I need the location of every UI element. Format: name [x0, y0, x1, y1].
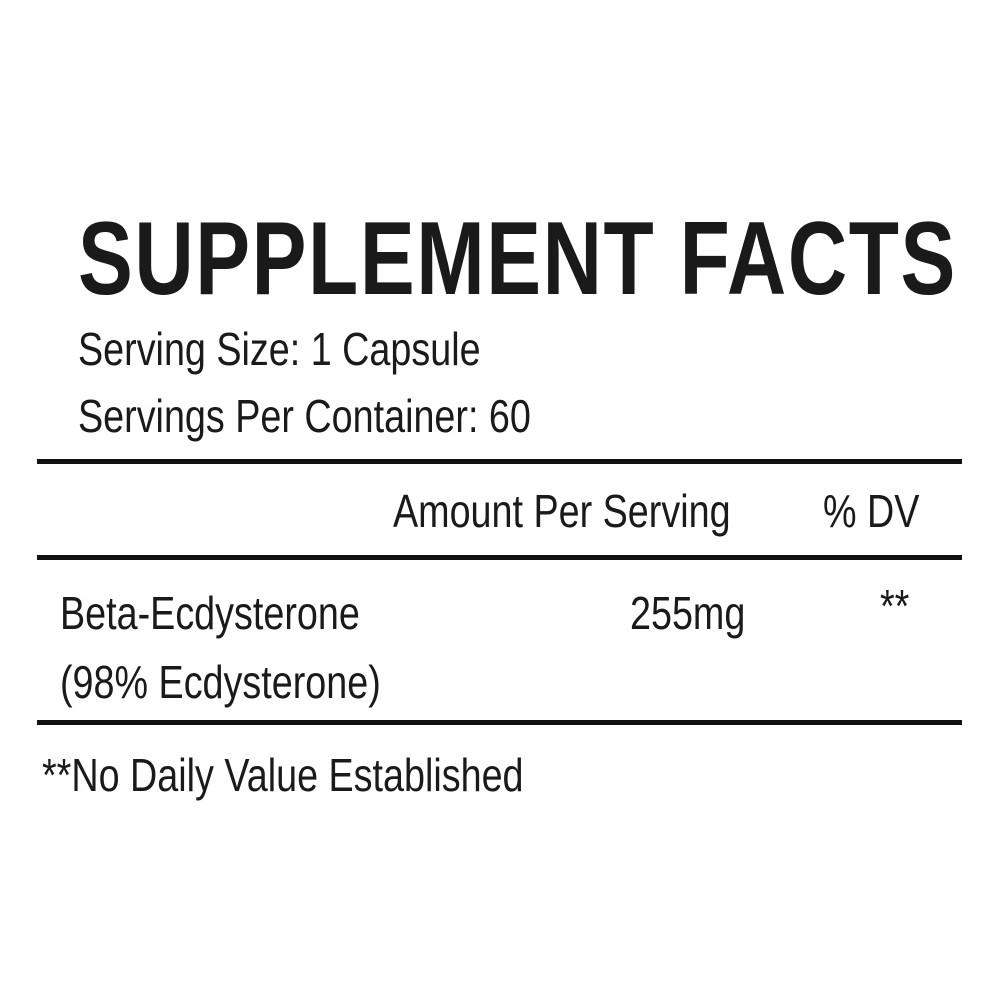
dv-header: % DV: [823, 485, 920, 537]
divider: [37, 555, 962, 560]
ingredient-dv: **: [880, 580, 910, 632]
ingredient-detail: (98% Ecdysterone): [60, 656, 381, 708]
servings-per-container: Servings Per Container: 60: [78, 390, 531, 442]
amount-header: Amount Per Serving: [393, 485, 731, 537]
ingredient-amount: 255mg: [630, 587, 746, 639]
divider: [37, 459, 962, 464]
page-title: SUPPLEMENT FACTS: [78, 201, 957, 317]
ingredient-name: Beta-Ecdysterone: [60, 587, 360, 639]
footnote: **No Daily Value Established: [42, 749, 524, 801]
serving-size: Serving Size: 1 Capsule: [78, 323, 481, 375]
divider: [37, 720, 962, 725]
